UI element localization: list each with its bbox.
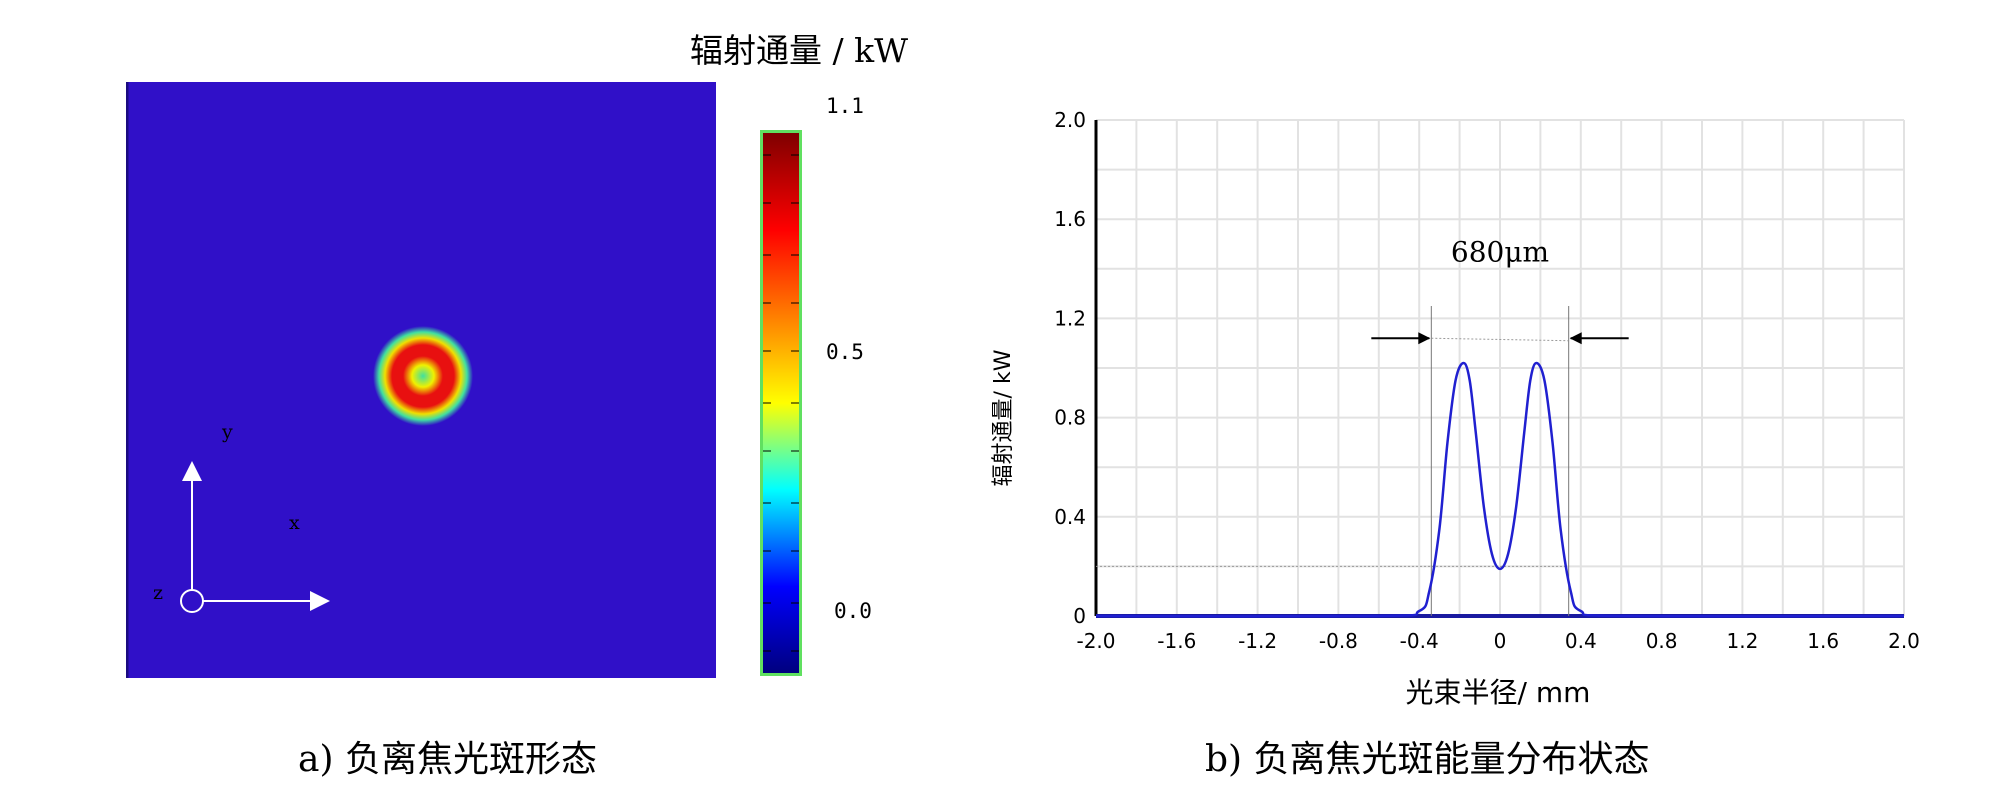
x-tick-label: 2.0 [1888,629,1920,653]
y-tick-label: 1.6 [1054,207,1086,231]
x-axis-label: x [289,512,300,534]
x-tick-label: -0.4 [1400,629,1439,653]
x-tick-label: 0.8 [1646,629,1678,653]
colorbar-title: 辐射通量 / kW [690,31,909,70]
y-tick-label: 2.0 [1054,108,1086,132]
x-tick-label: 1.2 [1726,629,1758,653]
x-tick-label: -1.2 [1238,629,1277,653]
annotation-dotted-top [1431,337,1569,342]
spot-heatmap [126,82,716,678]
beam-spot [373,326,473,426]
x-tick-label: -2.0 [1076,629,1115,653]
y-tick-label: 1.2 [1054,306,1086,330]
x-tick-label: 0.4 [1565,629,1597,653]
z-axis-label: z [153,582,164,604]
colorbar-tick-min: 0.0 [834,599,872,623]
series-line [1095,361,1905,618]
y-tick-label: 0.4 [1054,505,1086,529]
x-tick-label: -0.8 [1319,629,1358,653]
x-tick-label: 0 [1494,629,1507,653]
x-tick-label: 1.6 [1807,629,1839,653]
annotation-arrowhead-left [1418,332,1431,345]
z-axis-origin [180,589,204,613]
y-axis-label: y [222,421,233,443]
annotation-arrowhead-right [1569,332,1582,345]
y-tick-label: 0.8 [1054,406,1086,430]
y-tick-label: 0 [1073,604,1086,628]
energy-distribution-chart: -2.0 -1.6 -1.2 -0.8 -0.4 0 0.4 0.8 1.2 1.6 2.0 0 0.4… [991,108,1920,709]
y-axis-title: 辐射通量/ kW [991,349,1016,486]
x-tick-label: -1.6 [1157,629,1196,653]
colorbar [760,130,802,676]
colorbar-tick-mid: 0.5 [826,340,864,364]
colorbar-tick-max: 1.1 [826,94,864,118]
x-axis-title: 光束半径/ mm [1406,676,1591,709]
caption-a: a) 负离焦光斑形态 [298,739,597,780]
caption-b: b) 负离焦光斑能量分布状态 [1205,739,1650,780]
annotation-width-label: 680μm [1451,235,1549,268]
